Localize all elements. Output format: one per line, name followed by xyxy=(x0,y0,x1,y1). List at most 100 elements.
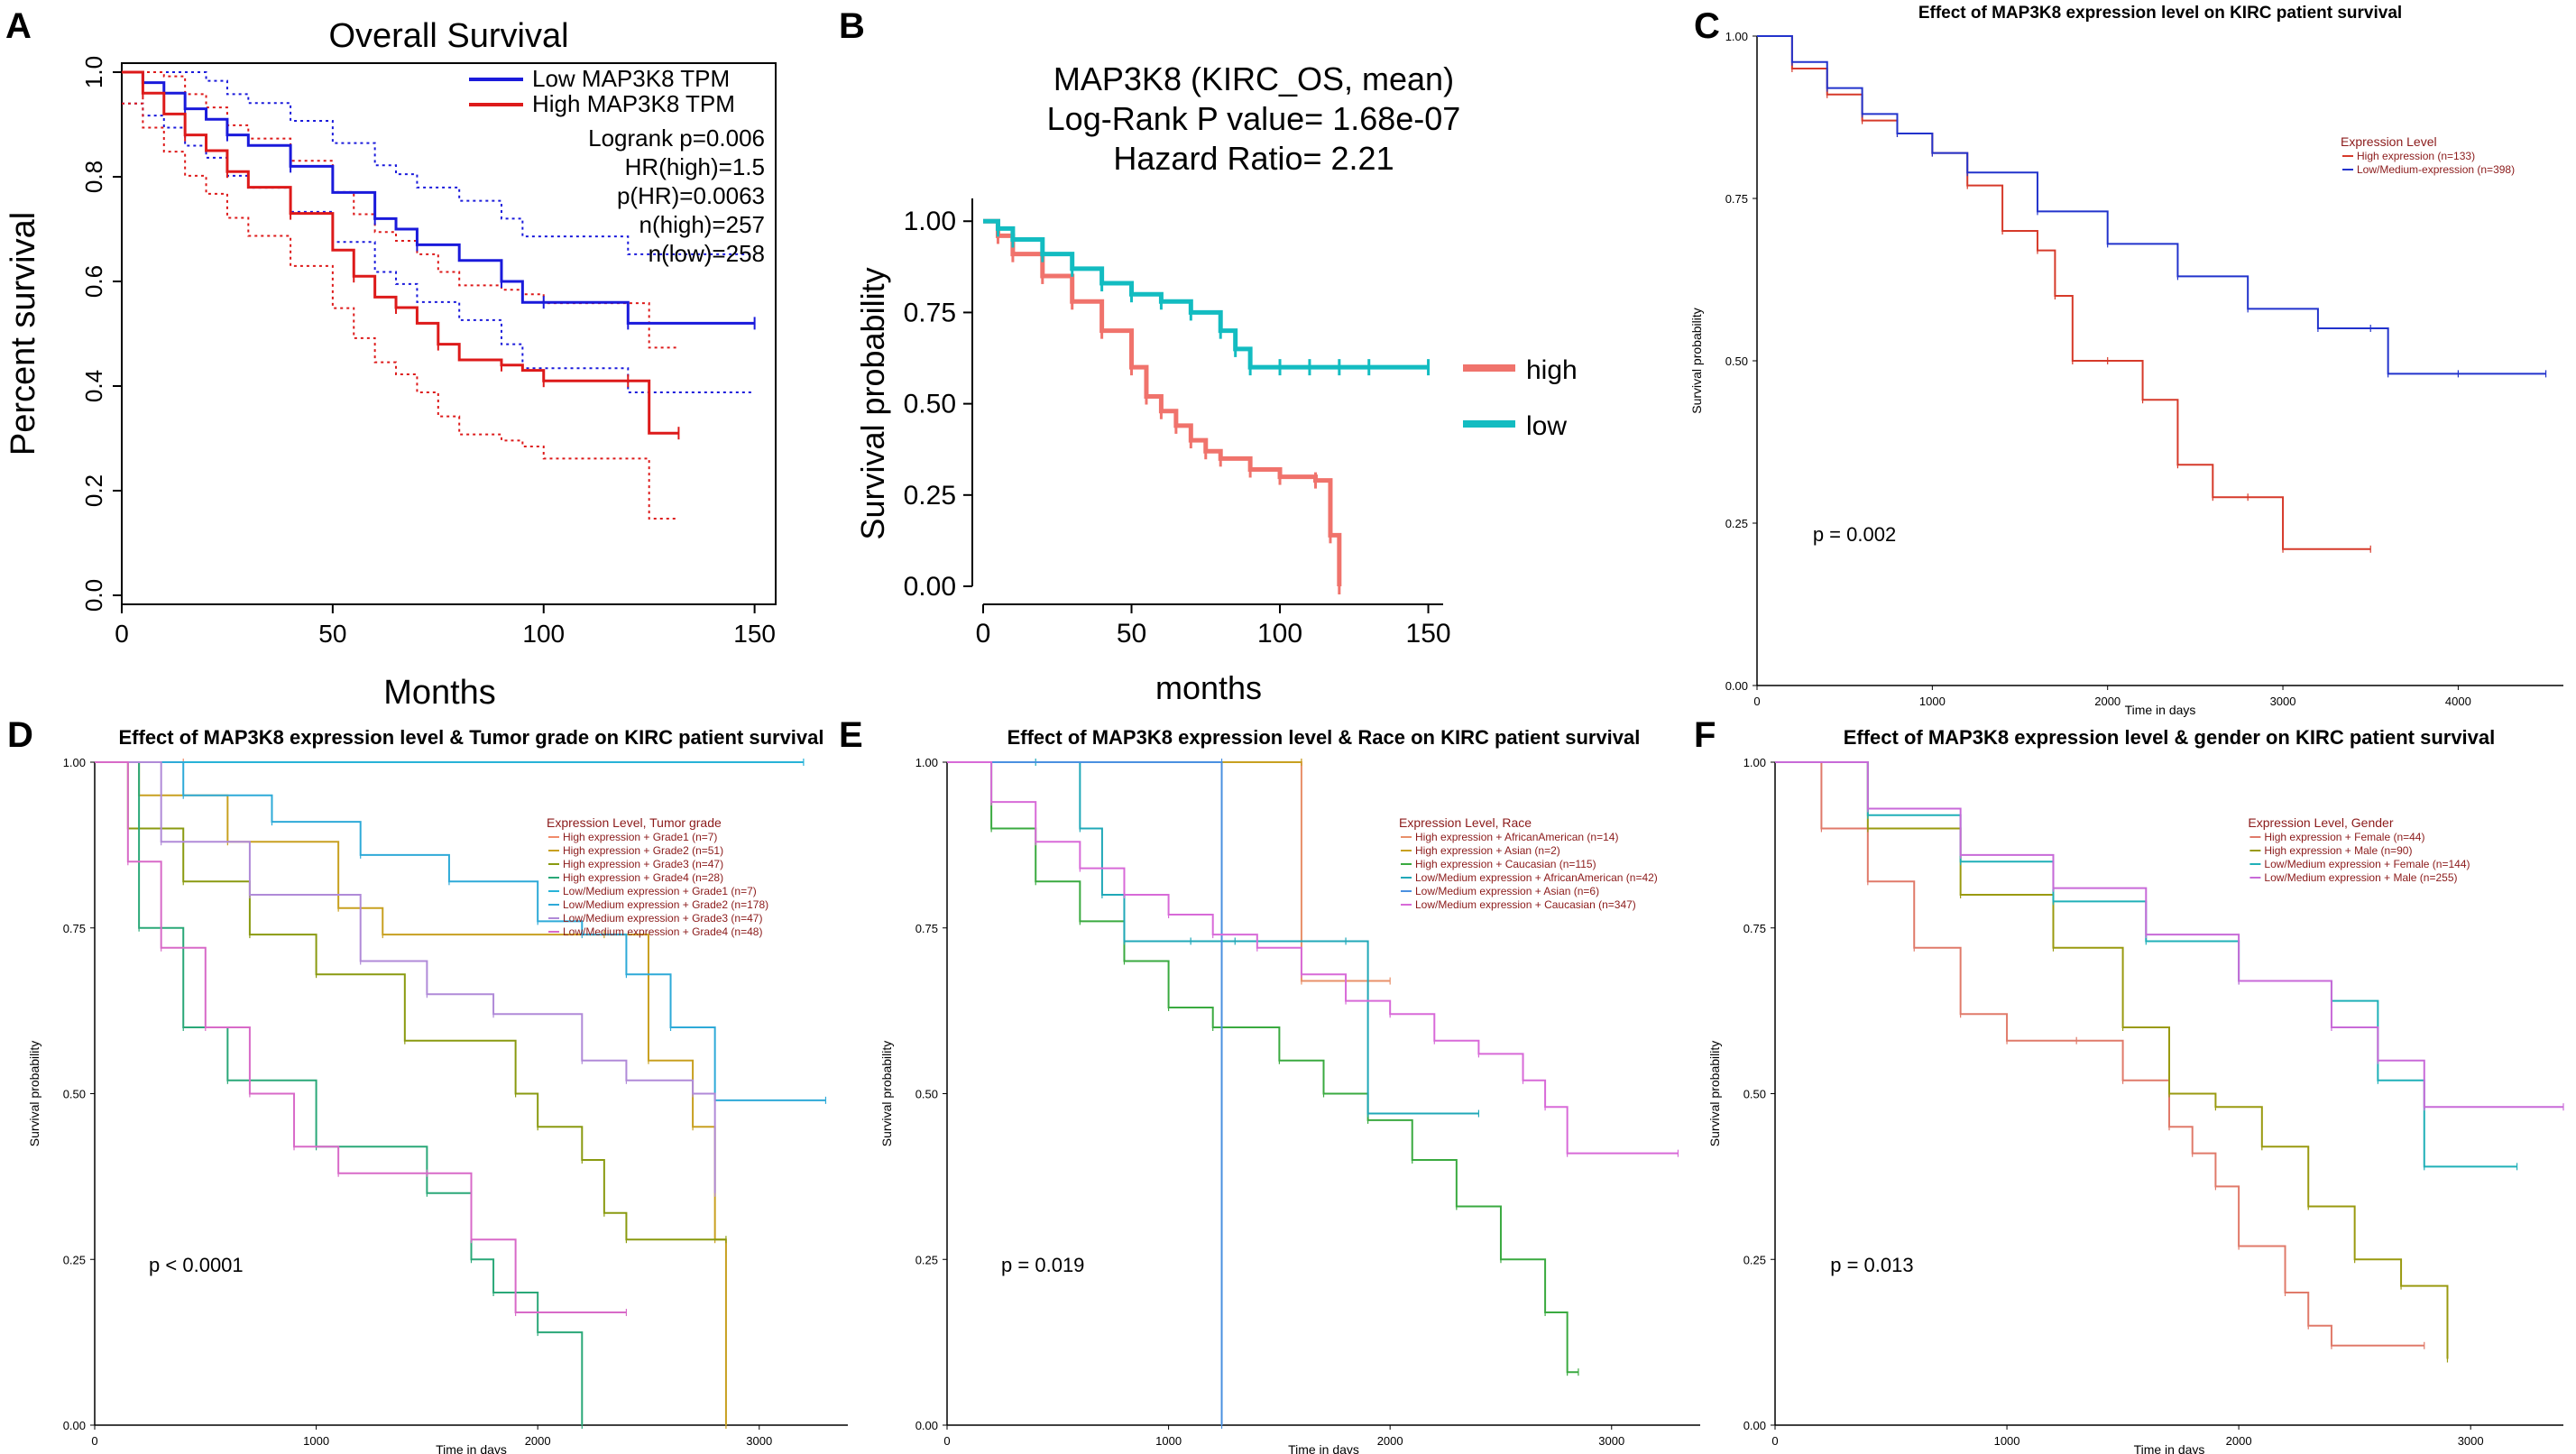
legend-label: Low/Medium expression + Caucasian (n=347… xyxy=(1415,898,1636,911)
legend-title: Expression Level, Tumor grade xyxy=(547,815,722,830)
legend-label: High expression + AfricanAmerican (n=14) xyxy=(1415,831,1618,843)
survival-curve xyxy=(947,761,1679,1155)
survival-curve xyxy=(95,761,726,1241)
x-tick-label: 50 xyxy=(1117,619,1146,649)
x-tick-label: 3000 xyxy=(1598,1434,1624,1448)
survival-curve xyxy=(983,218,1429,370)
legend-label: High expression (n=133) xyxy=(2357,150,2475,162)
x-tick-label: 2000 xyxy=(525,1434,551,1448)
panel-letter: C xyxy=(1694,6,1720,46)
y-tick-label: 0.25 xyxy=(904,481,956,511)
chart-title: Effect of MAP3K8 expression level & Tumo… xyxy=(119,726,824,749)
x-tick-label: 100 xyxy=(1257,619,1302,649)
legend-label: Low/Medium expression + Grade4 (n=48) xyxy=(563,925,762,938)
legend-label: high xyxy=(1526,355,1578,385)
y-tick-label: 0.50 xyxy=(915,1088,938,1101)
y-tick-label: 0.00 xyxy=(63,1419,86,1432)
legend-label: Low/Medium expression + Grade1 (n=7) xyxy=(563,885,757,897)
x-tick-label: 100 xyxy=(522,620,565,648)
legend-label: High expression + Caucasian (n=115) xyxy=(1415,858,1596,870)
x-tick-label: 2000 xyxy=(2226,1434,2252,1448)
survival-curve xyxy=(1775,761,2517,1168)
panel-letter: D xyxy=(7,715,33,755)
legend-label: Low/Medium expression + AfricanAmerican … xyxy=(1415,871,1658,884)
x-tick-label: 2000 xyxy=(1377,1434,1403,1448)
legend-label: High expression + Grade2 (n=51) xyxy=(563,844,723,857)
y-tick-label: 1.0 xyxy=(80,56,107,88)
stat-annotation: HR(high)=1.5 xyxy=(625,153,765,180)
title-line: Log-Rank P value= 1.68e-07 xyxy=(1047,100,1461,137)
x-tick-label: 0 xyxy=(1771,1434,1778,1448)
x-tick-label: 50 xyxy=(318,620,346,648)
x-tick-label: 0 xyxy=(976,619,991,649)
y-tick-label: 1.00 xyxy=(1743,756,1766,769)
confidence-lower xyxy=(122,102,679,520)
y-tick-label: 0.25 xyxy=(915,1253,938,1266)
p-value-annotation: p < 0.0001 xyxy=(149,1254,244,1276)
legend-label: low xyxy=(1526,411,1567,441)
x-tick-label: 150 xyxy=(733,620,776,648)
legend-label: Low/Medium expression + Grade2 (n=178) xyxy=(563,898,768,911)
y-tick-label: 0.50 xyxy=(1725,354,1748,368)
legend-title: Expression Level xyxy=(2341,134,2437,149)
legend-label: Low MAP3K8 TPM xyxy=(532,65,730,92)
x-tick-label: 0 xyxy=(91,1434,97,1448)
x-axis-label: Months xyxy=(383,674,496,712)
panel-letter: B xyxy=(839,6,865,46)
y-axis-label: Survival probability xyxy=(1707,1041,1722,1147)
y-tick-label: 0.75 xyxy=(915,922,938,935)
panel-letter: F xyxy=(1694,715,1716,755)
chart-title: Overall Survival xyxy=(328,17,568,55)
survival-curve xyxy=(95,761,584,1425)
y-tick-label: 0.75 xyxy=(63,922,86,935)
x-tick-label: 3000 xyxy=(746,1434,772,1448)
stat-annotation: Logrank p=0.006 xyxy=(588,124,765,152)
stat-annotation: n(high)=257 xyxy=(639,211,766,238)
title-line: Hazard Ratio= 2.21 xyxy=(1113,140,1394,177)
p-value-annotation: p = 0.019 xyxy=(1001,1254,1084,1276)
survival-curve xyxy=(95,761,826,1101)
confidence-upper xyxy=(122,71,679,349)
legend-label: Low/Medium expression + Female (n=144) xyxy=(2264,858,2470,870)
x-tick-label: 150 xyxy=(1406,619,1451,649)
y-tick-label: 0.75 xyxy=(1743,922,1766,935)
y-axis-label: Survival probability xyxy=(27,1041,41,1147)
y-tick-label: 0.50 xyxy=(63,1088,86,1101)
y-tick-label: 0.00 xyxy=(1725,679,1748,693)
survival-curve xyxy=(947,761,1578,1374)
p-value-annotation: p = 0.002 xyxy=(1813,523,1896,546)
x-axis-label: Time in days xyxy=(436,1442,507,1454)
y-tick-label: 0.50 xyxy=(1743,1088,1766,1101)
y-tick-label: 0.50 xyxy=(904,390,956,419)
y-tick-label: 0.8 xyxy=(80,161,107,193)
panel-f: F Effect of MAP3K8 expression level & gen… xyxy=(1694,715,2564,1454)
y-tick-label: 1.00 xyxy=(915,756,938,769)
x-axis-label: months xyxy=(1155,669,1262,706)
y-tick-label: 0.0 xyxy=(80,579,107,612)
y-tick-label: 0.6 xyxy=(80,265,107,298)
legend-label: Low/Medium-expression (n=398) xyxy=(2357,163,2515,176)
legend-label: Low/Medium expression + Male (n=255) xyxy=(2264,871,2457,884)
legend-label: High expression + Grade4 (n=28) xyxy=(563,871,723,884)
survival-curve xyxy=(1775,761,2563,1109)
survival-curve xyxy=(95,761,716,1193)
y-tick-label: 1.00 xyxy=(904,207,956,236)
panel-e: E Effect of MAP3K8 expression level & Rac… xyxy=(839,715,1700,1454)
legend-label: High MAP3K8 TPM xyxy=(532,90,735,117)
p-value-annotation: p = 0.013 xyxy=(1830,1254,1913,1276)
plot-frame xyxy=(121,62,777,605)
legend-label: Low/Medium expression + Grade3 (n=47) xyxy=(563,912,762,925)
panel-letter: A xyxy=(5,6,32,46)
y-tick-label: 1.00 xyxy=(1725,30,1748,43)
confidence-lower xyxy=(122,102,755,393)
y-tick-label: 1.00 xyxy=(63,756,86,769)
chart-title: Effect of MAP3K8 expression level on KIR… xyxy=(1918,4,2402,23)
panel-b: B MAP3K8 (KIRC_OS, mean)Log-Rank P value=… xyxy=(839,6,1578,706)
legend-label: High expression + Male (n=90) xyxy=(2264,844,2412,857)
y-tick-label: 0.4 xyxy=(80,370,107,402)
x-tick-label: 4000 xyxy=(2445,695,2471,708)
y-axis-label: Survival probability xyxy=(1689,308,1704,414)
survival-curve xyxy=(1757,35,2546,375)
legend-title: Expression Level, Race xyxy=(1399,815,1532,830)
